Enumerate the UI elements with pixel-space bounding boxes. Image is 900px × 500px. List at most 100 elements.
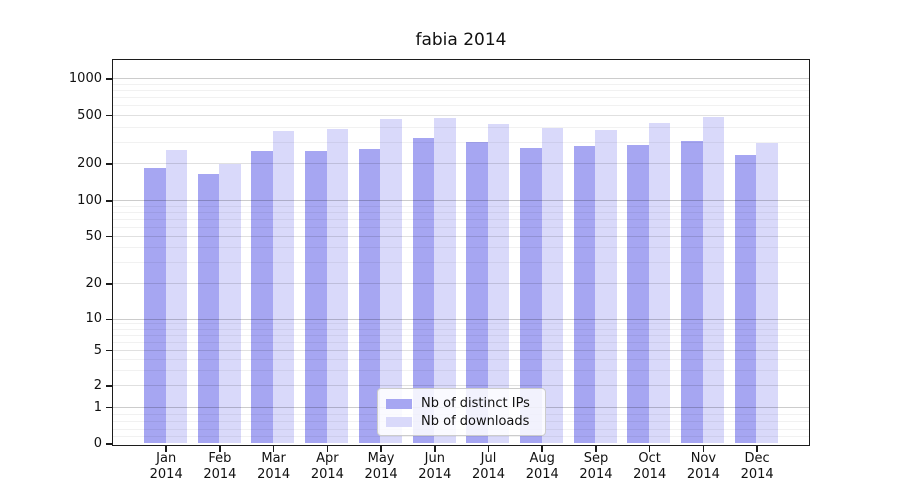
x-tick-label-mar: Mar 2014 (257, 451, 291, 482)
legend-swatch-distinct-ips (386, 398, 412, 409)
gridline-300 (113, 141, 809, 143)
x-tick-mark-jan (165, 445, 167, 452)
chart-title: fabia 2014 (415, 30, 507, 50)
legend-swatch-downloads (386, 416, 412, 427)
bar-distinct-ips-jun (412, 137, 435, 444)
gridline-5 (113, 350, 809, 351)
legend-item-downloads: Nb of downloads (386, 413, 537, 431)
x-tick-mark-aug (541, 445, 544, 452)
gridline-3 (113, 369, 809, 371)
gridline-800 (113, 90, 809, 92)
y-tick-label-2: 2 (93, 378, 102, 393)
legend-label-downloads: Nb of downloads (421, 414, 530, 429)
bar-distinct-ips-aug (520, 147, 542, 444)
bar-distinct-ips-feb (197, 173, 220, 444)
gridline-0.2 (113, 435, 809, 437)
x-tick-label-sep: Sep 2014 (579, 451, 613, 482)
bar-downloads-sep (595, 130, 617, 444)
plot-area: Nb of distinct IPs Nb of downloads (112, 58, 810, 446)
y-tick-mark-1 (106, 406, 113, 409)
y-tick-mark-200 (106, 163, 113, 165)
x-tick-label-aug: Aug 2014 (525, 451, 559, 482)
gridline-8 (113, 328, 809, 330)
x-tick-label-jul: Jul 2014 (471, 451, 506, 482)
gridline-500 (113, 114, 809, 116)
bar-downloads-dec (756, 142, 778, 444)
x-tick-mark-sep (595, 445, 597, 452)
y-tick-mark-50 (106, 235, 113, 238)
y-tick-label-10: 10 (85, 311, 102, 327)
gridline-60 (113, 226, 809, 228)
gridline-7 (113, 334, 809, 336)
bar-distinct-ips-may (358, 149, 381, 444)
y-tick-label-0: 0 (93, 435, 102, 451)
bar-distinct-ips-dec (734, 155, 757, 444)
gridline-50 (113, 235, 809, 237)
legend-label-distinct-ips: Nb of distinct IPs (421, 396, 530, 411)
y-tick-mark-0 (106, 443, 113, 445)
x-tick-label-jun: Jun 2014 (418, 451, 452, 482)
gridlines-layer (113, 60, 809, 445)
y-tick-label-500: 500 (77, 107, 102, 123)
legend-item-distinct-ips: Nb of distinct IPs (386, 395, 537, 413)
bar-downloads-aug (541, 128, 564, 444)
x-tick-label-apr: Apr 2014 (310, 451, 344, 482)
bar-downloads-mar (272, 130, 295, 444)
gridline-4 (113, 358, 809, 360)
gridline-1000 (113, 78, 809, 80)
gridline-20 (113, 283, 809, 285)
gridline-40 (113, 247, 809, 249)
gridline-6 (113, 341, 809, 343)
gridline-900 (113, 83, 809, 85)
y-tick-mark-1000 (106, 78, 113, 80)
y-tick-mark-5 (106, 349, 113, 352)
y-tick-label-1000: 1000 (68, 71, 102, 86)
x-tick-mark-may (380, 445, 382, 452)
bar-distinct-ips-sep (573, 145, 596, 444)
y-tick-label-200: 200 (77, 156, 102, 171)
y-tick-mark-10 (106, 318, 113, 321)
gridline-2 (113, 385, 809, 387)
x-tick-label-nov: Nov 2014 (686, 451, 720, 482)
x-tick-label-oct: Oct 2014 (633, 451, 667, 482)
bar-distinct-ips-apr (305, 151, 327, 444)
bar-downloads-feb (219, 163, 241, 444)
bar-distinct-ips-nov (681, 140, 703, 444)
x-tick-label-jan: Jan 2014 (149, 451, 183, 482)
bar-distinct-ips-oct (627, 144, 649, 444)
y-tick-label-20: 20 (85, 276, 102, 291)
bar-downloads-may (380, 118, 402, 444)
bar-distinct-ips-mar (251, 151, 273, 444)
bar-downloads-jul (487, 124, 510, 444)
y-tick-label-100: 100 (77, 193, 102, 208)
x-tick-mark-feb (219, 445, 221, 452)
bars-layer (113, 60, 809, 445)
x-tick-label-may: May 2014 (364, 451, 398, 482)
gridline-30 (113, 262, 809, 264)
gridline-400 (113, 126, 809, 128)
bar-distinct-ips-jul (466, 142, 488, 444)
y-tick-label-5: 5 (93, 342, 102, 358)
x-tick-mark-oct (648, 445, 651, 452)
y-tick-mark-20 (106, 283, 113, 285)
y-tick-label-50: 50 (85, 228, 102, 244)
y-tick-mark-500 (106, 114, 113, 117)
x-tick-mark-jul (487, 445, 490, 452)
bar-downloads-jan (165, 150, 187, 444)
gridline-80 (113, 211, 809, 213)
bar-downloads-jun (434, 117, 456, 444)
y-tick-mark-100 (106, 200, 113, 202)
x-tick-mark-apr (326, 445, 329, 452)
bar-distinct-ips-jan (144, 168, 166, 444)
x-tick-mark-dec (756, 445, 758, 452)
gridline-700 (113, 97, 809, 99)
bar-downloads-nov (702, 116, 725, 444)
gridline-600 (113, 105, 809, 107)
gridline-90 (113, 205, 809, 207)
x-tick-mark-jun (434, 445, 436, 452)
x-tick-label-dec: Dec 2014 (740, 451, 774, 482)
gridline-100 (113, 200, 809, 202)
gridline-70 (113, 218, 809, 220)
y-tick-label-1: 1 (93, 399, 102, 415)
